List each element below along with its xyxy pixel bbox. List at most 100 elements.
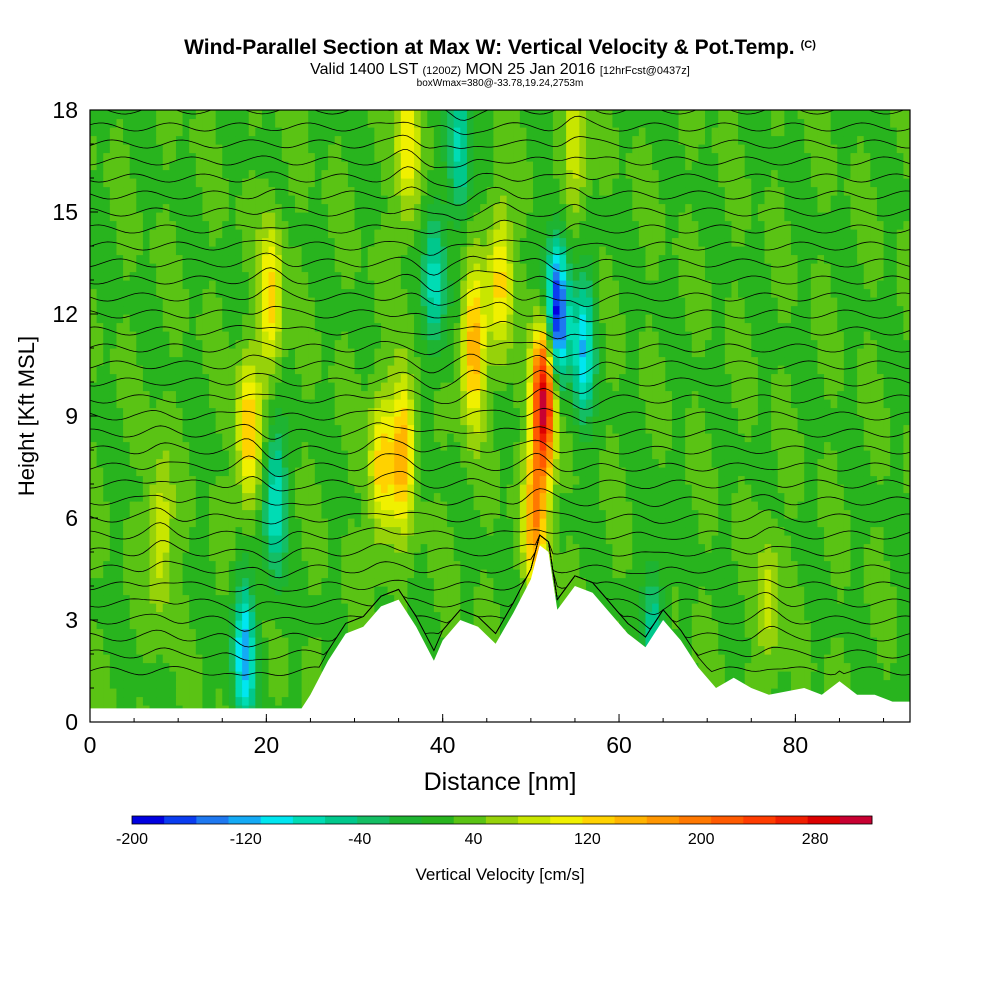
velocity-cell: [242, 475, 250, 485]
velocity-cell: [162, 696, 170, 706]
velocity-cell: [724, 671, 733, 681]
velocity-cell: [513, 484, 521, 494]
velocity-cell: [506, 433, 514, 443]
velocity-cell: [810, 679, 819, 689]
velocity-cell: [162, 628, 170, 638]
velocity-cell: [771, 475, 779, 485]
velocity-cell: [387, 492, 395, 502]
velocity-cell: [466, 416, 475, 426]
velocity-cell: [718, 535, 726, 545]
velocity-cell: [123, 628, 131, 638]
velocity-cell: [506, 509, 514, 519]
velocity-cell: [202, 450, 210, 460]
velocity-cell: [96, 586, 104, 596]
velocity-cell: [407, 543, 415, 553]
velocity-cell: [480, 603, 488, 613]
velocity-cell: [744, 637, 752, 647]
velocity-cell: [453, 543, 461, 553]
velocity-cell: [341, 382, 349, 392]
velocity-cell: [678, 501, 686, 511]
velocity-cell: [645, 586, 653, 596]
velocity-cell: [559, 416, 567, 426]
velocity-cell: [142, 603, 151, 613]
velocity-cell: [843, 458, 852, 468]
velocity-cell: [599, 484, 607, 494]
velocity-cell: [698, 560, 706, 570]
velocity-cell: [771, 560, 779, 570]
velocity-cell: [460, 399, 468, 409]
velocity-cell: [228, 569, 237, 579]
velocity-cell: [433, 501, 442, 511]
velocity-cell: [645, 569, 653, 579]
velocity-cell: [175, 637, 184, 647]
velocity-cell: [638, 628, 647, 638]
velocity-cell: [328, 424, 336, 434]
velocity-cell: [116, 586, 124, 596]
velocity-cell: [341, 416, 349, 426]
velocity-cell: [751, 671, 759, 681]
velocity-cell: [685, 450, 693, 460]
velocity-cell: [460, 501, 468, 511]
velocity-cell: [652, 475, 660, 485]
velocity-cell: [142, 611, 151, 621]
velocity-cell: [295, 518, 303, 528]
velocity-cell: [711, 433, 719, 443]
velocity-cell: [883, 671, 891, 681]
velocity-cell: [724, 416, 733, 426]
velocity-cell: [830, 441, 838, 451]
velocity-cell: [552, 526, 561, 536]
velocity-cell: [440, 628, 448, 638]
velocity-cell: [857, 492, 865, 502]
velocity-cell: [619, 518, 627, 528]
velocity-cell: [566, 433, 574, 443]
velocity-cell: [705, 467, 713, 477]
velocity-cell: [156, 416, 164, 426]
velocity-cell: [857, 671, 865, 681]
velocity-cell: [301, 569, 309, 579]
velocity-cell: [129, 424, 137, 434]
velocity-cell: [321, 569, 329, 579]
velocity-cell: [718, 594, 726, 604]
velocity-cell: [123, 390, 131, 400]
velocity-cell: [96, 518, 104, 528]
velocity-cell: [619, 450, 627, 460]
velocity-cell: [433, 611, 442, 621]
velocity-cell: [123, 399, 131, 409]
velocity-cell: [268, 450, 276, 460]
velocity-cell: [374, 543, 382, 553]
velocity-cell: [301, 671, 309, 681]
velocity-cell: [678, 611, 686, 621]
velocity-cell: [804, 450, 812, 460]
velocity-cell: [652, 577, 660, 587]
velocity-cell: [711, 679, 719, 689]
velocity-cell: [149, 390, 157, 400]
velocity-cell: [354, 518, 362, 528]
velocity-cell: [771, 577, 779, 587]
velocity-cell: [843, 620, 852, 630]
velocity-cell: [592, 416, 600, 426]
velocity-cell: [678, 603, 686, 613]
velocity-cell: [123, 662, 131, 672]
velocity-cell: [804, 552, 812, 562]
velocity-cell: [235, 501, 243, 511]
velocity-cell: [592, 399, 600, 409]
velocity-cell: [539, 535, 547, 545]
velocity-cell: [242, 518, 250, 528]
velocity-cell: [400, 560, 409, 570]
velocity-cell: [149, 560, 157, 570]
velocity-cell: [632, 509, 640, 519]
velocity-cell: [367, 560, 375, 570]
velocity-cell: [790, 560, 799, 570]
velocity-cell: [876, 433, 885, 443]
velocity-cell: [209, 399, 217, 409]
velocity-cell: [235, 628, 243, 638]
velocity-cell: [619, 552, 627, 562]
velocity-cell: [202, 433, 210, 443]
velocity-cell: [275, 569, 283, 579]
velocity-cell: [665, 407, 673, 417]
velocity-cell: [817, 688, 825, 698]
velocity-cell: [559, 433, 567, 443]
velocity-cell: [619, 586, 627, 596]
velocity-cell: [744, 390, 752, 400]
velocity-cell: [830, 679, 838, 689]
